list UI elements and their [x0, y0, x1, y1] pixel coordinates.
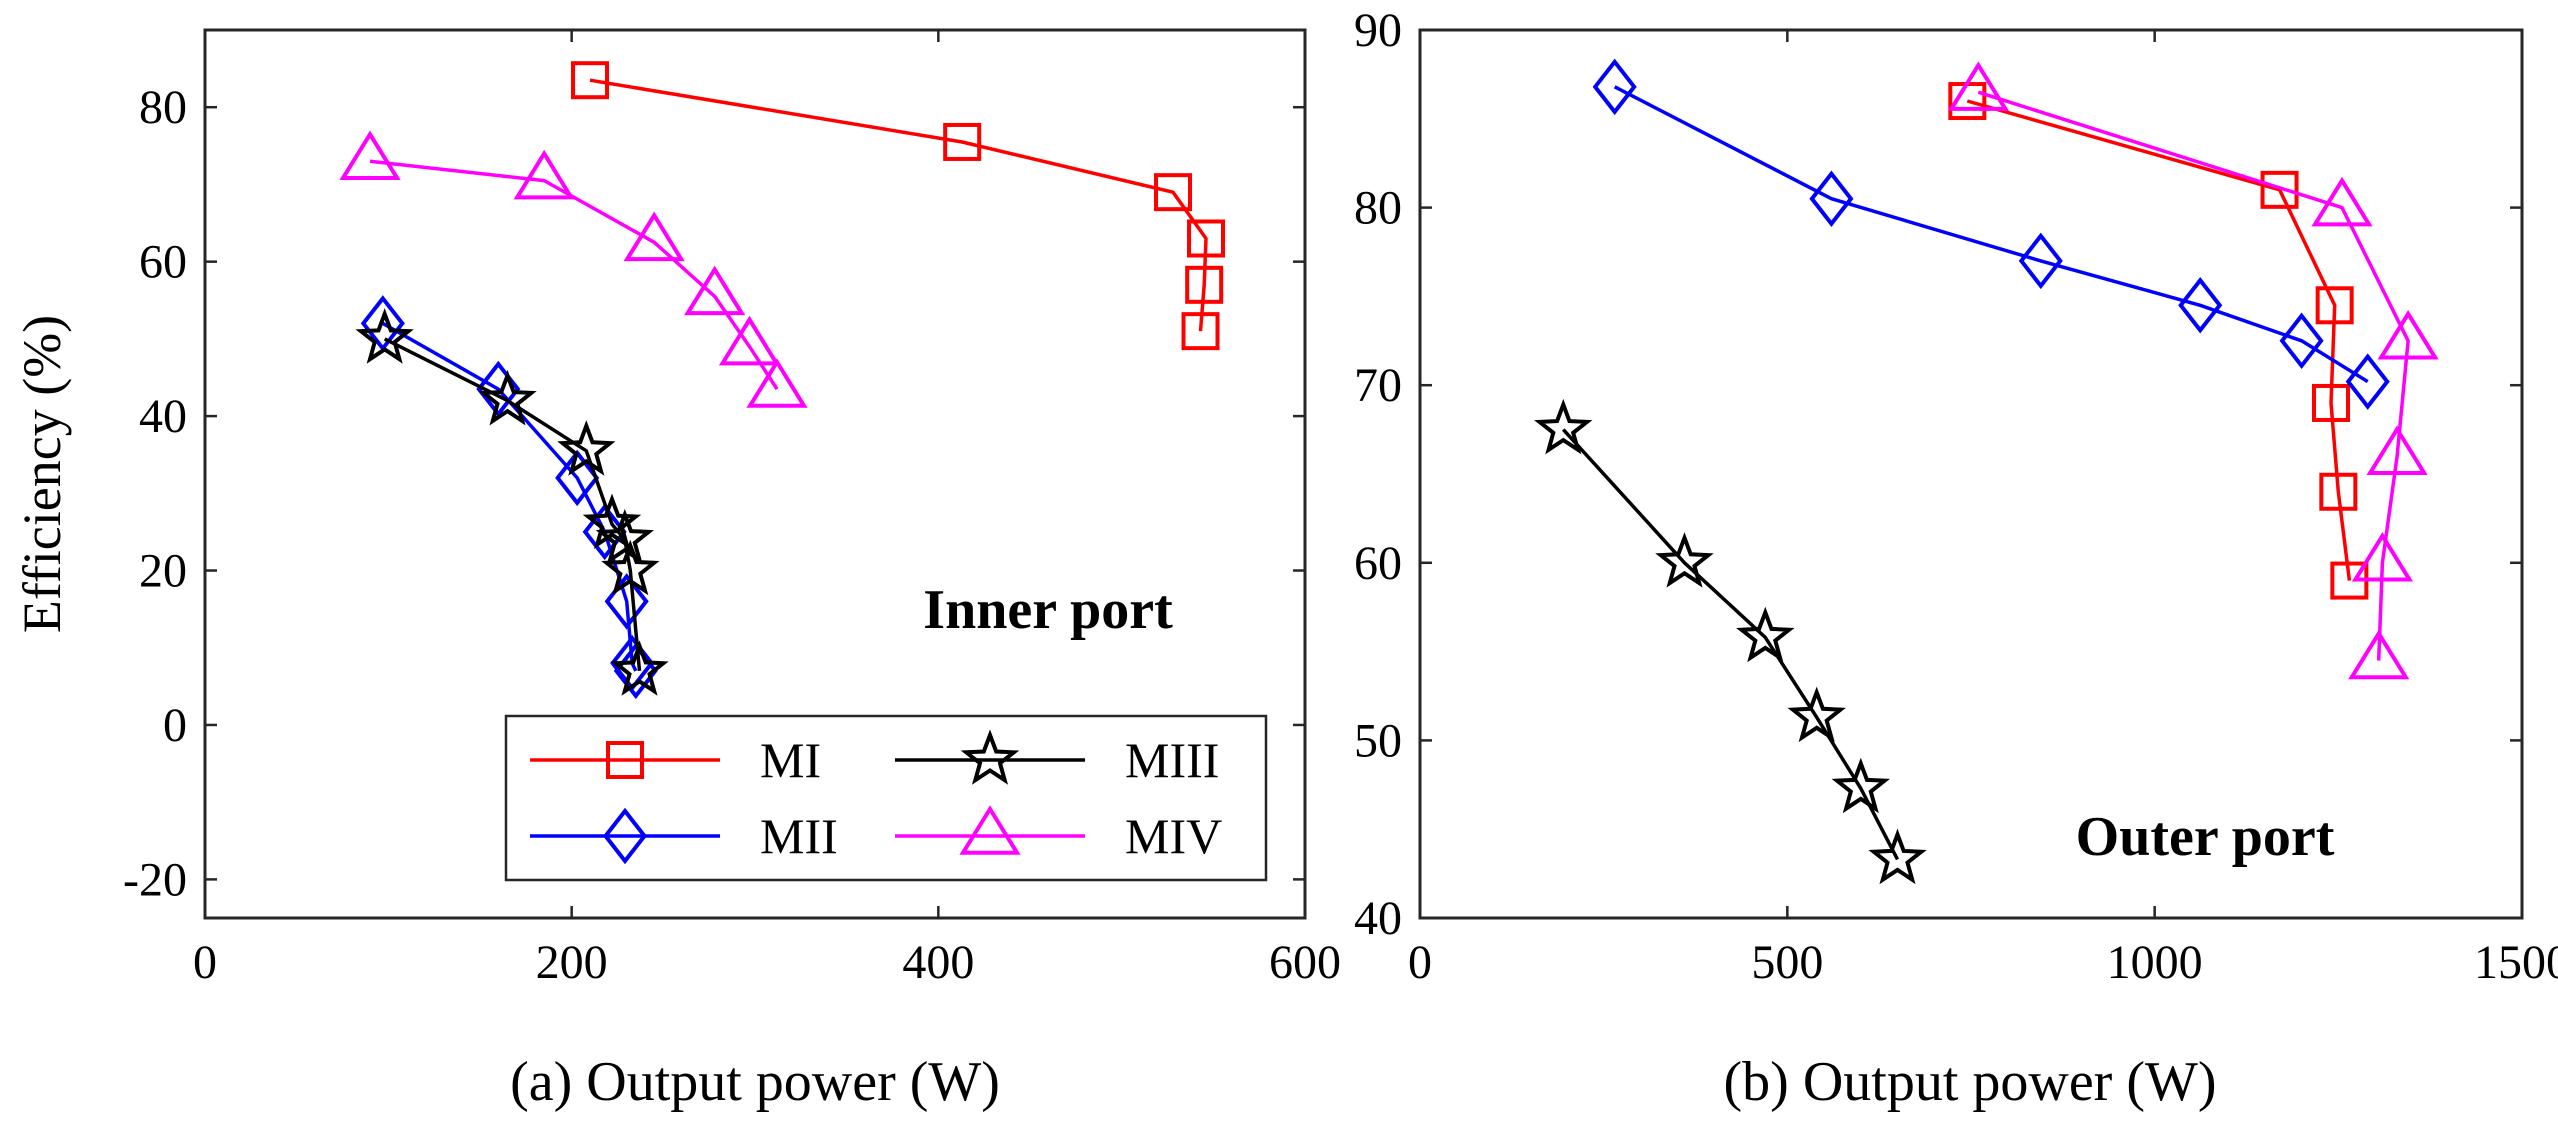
panel-b-y-tick-label: 90 [1354, 4, 1402, 57]
panel-b-series-miv-point [2311, 176, 2373, 227]
panel-b-series-miii-point [1868, 828, 1927, 885]
legend-miv-marker [959, 805, 1021, 855]
panel-a-series-mii-point [582, 503, 627, 561]
panel-a-x-tick-label: 200 [536, 936, 608, 989]
panel-b-x-tick-label: 0 [1408, 936, 1432, 989]
panel-b-series-mii-point [2345, 353, 2390, 410]
panel-a-series-miii-point [601, 539, 660, 596]
panel-a-series-mi-point [1154, 173, 1192, 212]
panel-b-series [1534, 58, 2439, 885]
panel-b-series-miii-point [1655, 532, 1714, 588]
panel-b-series-miv-point [1947, 61, 2009, 111]
panel-b-series-miv-point [2377, 309, 2439, 360]
legend-mi-label: MI [760, 732, 821, 788]
panel-a-series-miv-point [339, 130, 401, 181]
panel-a-y-tick-label: 60 [139, 236, 187, 289]
panel-a-series-mi-point [1181, 312, 1220, 351]
panel-a-caption: (a) Output power (W) [510, 1051, 1000, 1113]
panel-b-axes: 0 500 1000 1500 40 50 60 70 80 90 [1354, 4, 2558, 989]
panel-a-series-miv-point [746, 358, 808, 408]
panel-a-y-axis-label: Efficiency (%) [12, 315, 72, 633]
panel-b-series-mii-point [1809, 170, 1854, 227]
legend-mii-marker [602, 807, 648, 865]
legend-mi-marker [606, 741, 644, 779]
panel-b-series-mi-point [2315, 286, 2354, 325]
panel-b-series-mi-point [2311, 383, 2350, 422]
panel-b-series-mii-point [2279, 312, 2324, 370]
panel-a-series [339, 61, 1225, 700]
panel-b-series-mii-point [2018, 232, 2063, 290]
panel-b-series-miv-point [2366, 425, 2428, 475]
panel-a-series-miii-point [610, 640, 669, 696]
panel-b-series-miii-point [1534, 398, 1593, 455]
panel-b-series-mii-point [1592, 58, 1637, 116]
panel-b-series-miv-point [2348, 629, 2410, 680]
panel-a-series-mi-point [943, 122, 982, 161]
panel-a-y-tick-label: 40 [139, 390, 187, 443]
panel-b-y-tick-label: 70 [1354, 359, 1402, 412]
panel-b-series-miii-point [1787, 686, 1846, 743]
panel-a-series-mi-point [1187, 219, 1225, 258]
panel-b-x-tick-label: 1000 [2107, 936, 2203, 989]
panel-b-y-tick-label: 80 [1354, 182, 1402, 235]
panel-b-caption: (b) Output power (W) [1724, 1051, 2217, 1113]
panel-a-x-tick-label: 0 [193, 936, 217, 989]
legend-mii-label: MII [760, 808, 838, 864]
panel-a-y-tick-label: 0 [163, 699, 187, 752]
panel-a-series-miv-point [623, 211, 685, 262]
panel-b-series-miii-line [1562, 428, 1900, 861]
panel-a-series-miii-point [595, 508, 655, 565]
panel-a-y-tick-label: -20 [123, 853, 187, 906]
panel-b-series-mii-point [2178, 277, 2223, 334]
panel-a-series-miv-point [718, 315, 781, 366]
panel-a-series-mii-point [555, 449, 600, 507]
panel-b-y-tick-label: 50 [1354, 714, 1402, 767]
panel-b-series-mi-point [2260, 170, 2299, 209]
legend-miii-marker [960, 729, 1020, 785]
panel-a-series-miii-point [355, 308, 414, 364]
legend-miii-label: MIII [1125, 732, 1219, 788]
panel-a-series-miii-line [383, 337, 642, 672]
panel-b-y-tick-label: 40 [1354, 892, 1402, 945]
legend: MI MII MIII MIV [504, 714, 1268, 882]
panel-a-series-mi-point [1185, 265, 1224, 304]
panel-b-annotation-outer-port: Outer port [2076, 806, 2335, 868]
panel-a-y-tick-label: 80 [139, 81, 187, 134]
panel-a-y-tick-label: 20 [139, 545, 187, 598]
panel-b-series-mi-line [1966, 99, 2352, 581]
panel-a-x-tick-label: 600 [1269, 936, 1341, 989]
panel-a-series-miii-point [582, 493, 642, 550]
legend-miv-label: MIV [1125, 808, 1222, 864]
panel-a-series-miii-point [478, 369, 537, 426]
panel-a-series-miv-point [513, 149, 575, 200]
panel-a-x-tick-label: 400 [902, 936, 974, 989]
panel-b-series-miv-point [2351, 531, 2413, 582]
panel-b-outer-port: 0 500 1000 1500 40 50 60 70 80 90 (b) Output powe… [1354, 4, 2558, 1113]
panel-a-series-mi-point [571, 61, 609, 100]
panel-b-series-mi-point [2319, 472, 2358, 511]
panel-a-series-mi-line [589, 78, 1208, 332]
panel-a-series-miii-point [557, 420, 616, 476]
panel-b-y-tick-label: 60 [1354, 537, 1402, 590]
panel-a-series-miv-line [369, 159, 779, 391]
panel-b-x-tick-label: 1500 [2474, 936, 2558, 989]
panel-b-series-miii-point [1831, 757, 1891, 814]
panel-b-series-mii-line [1613, 85, 2369, 384]
panel-b-x-tick-label: 500 [1751, 936, 1823, 989]
panel-a-annotation-inner-port: Inner port [923, 579, 1173, 641]
panel-b-series-miii-point [1736, 606, 1795, 663]
panel-a-series-miv-point [684, 265, 746, 316]
